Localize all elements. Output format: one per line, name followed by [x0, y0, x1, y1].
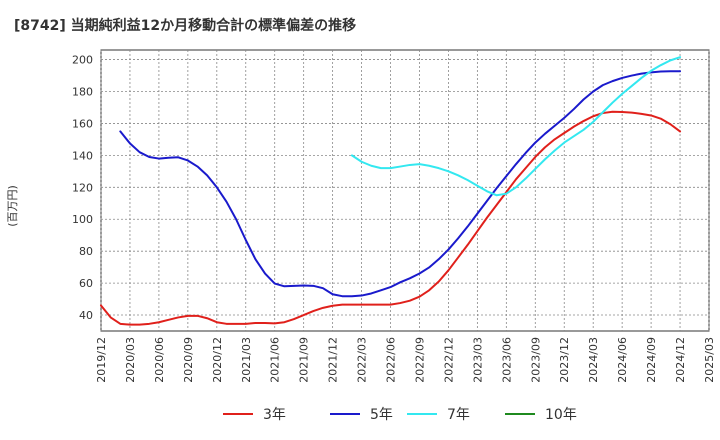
legend-label-10年: 10年	[545, 407, 577, 423]
series-lines	[100, 56, 682, 326]
x-tick-label: 2020/03	[124, 337, 137, 383]
legend: 3年 5年 7年 10年	[223, 407, 577, 423]
x-tick-label: 2021/03	[240, 337, 253, 383]
x-tick-label: 2022/03	[356, 337, 369, 383]
x-tick-label: 2021/06	[269, 337, 282, 383]
x-tick-label: 2023/12	[558, 337, 571, 383]
x-tick-label: 2024/03	[587, 337, 600, 383]
y-tick-label: 100	[72, 213, 93, 226]
x-tick-label: 2023/09	[529, 337, 542, 383]
legend-label-7年: 7年	[447, 407, 470, 423]
x-tick-label: 2022/09	[413, 337, 426, 383]
x-tick-label: 2020/06	[153, 337, 166, 383]
x-tick-label: 2021/09	[298, 337, 311, 383]
x-tick-label: 2020/12	[211, 337, 224, 383]
y-tick-label: 40	[79, 309, 93, 322]
x-tick-label: 2025/03	[703, 337, 716, 383]
x-tick-label: 2023/03	[471, 337, 484, 383]
x-tick-label: 2020/09	[182, 337, 195, 383]
grid-lines	[100, 50, 710, 331]
x-tick-label: 2019/12	[95, 337, 108, 383]
x-tick-label: 2021/12	[327, 337, 340, 383]
legend-label-5年: 5年	[370, 407, 393, 423]
axis-ticks: 40 60 80 100 120 140 160 180 200 2019/12 2020/03 20…	[72, 54, 716, 383]
y-tick-label: 80	[79, 245, 93, 258]
y-tick-label: 200	[72, 54, 93, 67]
y-axis-label: (百万円)	[6, 185, 19, 227]
series-line-5年	[119, 70, 682, 298]
y-tick-label: 180	[72, 86, 93, 99]
chart-title: [8742] 当期純利益12か月移動合計の標準偏差の推移	[14, 17, 356, 34]
legend-label-3年: 3年	[263, 407, 286, 423]
x-tick-label: 2022/06	[385, 337, 398, 383]
y-tick-label: 120	[72, 181, 93, 194]
x-tick-label: 2023/06	[500, 337, 513, 383]
series-line-7年	[350, 56, 682, 197]
series-line-3年	[100, 110, 682, 326]
y-tick-label: 160	[72, 117, 93, 130]
plot-area-frame	[100, 49, 710, 332]
x-tick-label: 2024/09	[645, 337, 658, 383]
y-tick-label: 60	[79, 277, 93, 290]
x-tick-label: 2024/12	[674, 337, 687, 383]
y-tick-label: 140	[72, 149, 93, 162]
x-tick-label: 2022/12	[442, 337, 455, 383]
x-tick-label: 2024/06	[616, 337, 629, 383]
